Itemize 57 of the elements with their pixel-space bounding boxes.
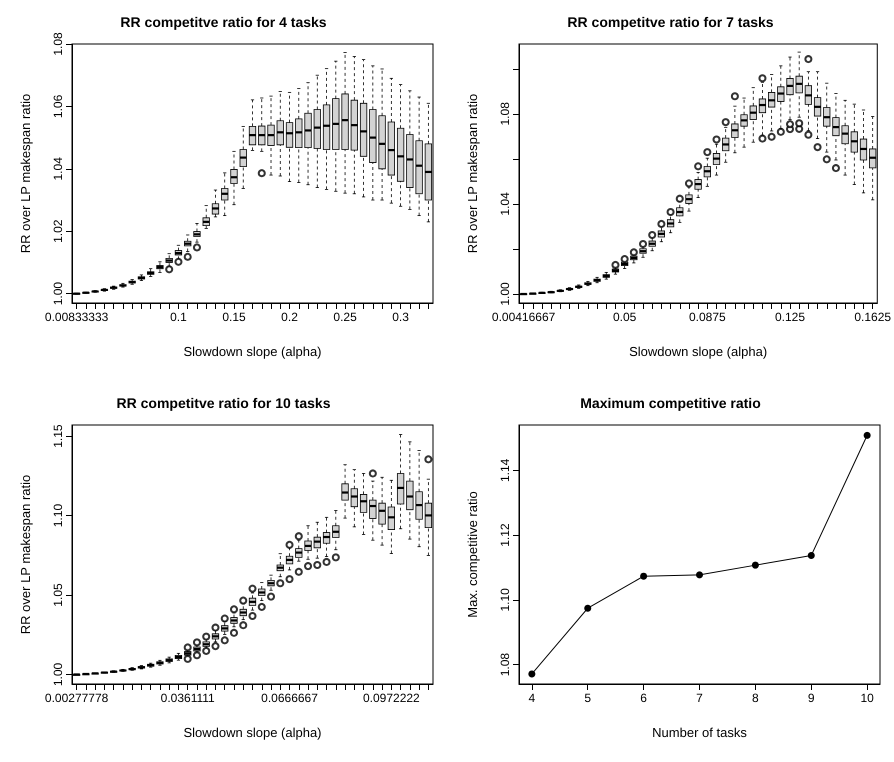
point xyxy=(808,552,815,559)
y-tick-label: 1.00 xyxy=(51,282,65,306)
x-tick-label: 4 xyxy=(528,691,536,705)
y-tick-label: 1.00 xyxy=(51,662,65,686)
chart-title: RR competitve ratio for 10 tasks xyxy=(116,395,331,411)
y-tick-label: 1.00 xyxy=(498,282,512,306)
y-tick-label: 1.08 xyxy=(498,652,512,676)
y-tick-label: 1.15 xyxy=(51,424,65,448)
point xyxy=(752,562,759,569)
x-tick-label: 0.3 xyxy=(392,310,410,324)
x-axis-title: Number of tasks xyxy=(652,725,748,740)
x-tick-label: 0.00416667 xyxy=(492,310,556,324)
x-tick-label: 0.15 xyxy=(222,310,246,324)
y-tick-label: 1.08 xyxy=(498,102,512,126)
x-axis-title: Slowdown slope (alpha) xyxy=(183,344,322,359)
x-tick-label: 0.1625 xyxy=(854,310,892,324)
x-axis-title: Slowdown slope (alpha) xyxy=(183,725,322,740)
chart-title: Maximum competitive ratio xyxy=(580,395,761,411)
x-tick-label: 0.0972222 xyxy=(362,691,420,705)
x-tick-label: 0.00277778 xyxy=(44,691,109,705)
point xyxy=(584,604,592,612)
point xyxy=(696,571,703,578)
x-tick-label: 6 xyxy=(640,691,648,705)
y-axis-title: RR over LP makespan ratio xyxy=(465,94,480,254)
x-tick-label: 0.25 xyxy=(333,310,358,324)
x-tick-label: 9 xyxy=(808,691,815,705)
x-tick-label: 7 xyxy=(696,691,704,705)
y-tick-label: 1.04 xyxy=(498,192,512,216)
y-tick-label: 1.08 xyxy=(51,32,65,56)
x-tick-label: 0.0666667 xyxy=(261,691,318,705)
y-axis-title: Max. competitive ratio xyxy=(465,491,480,618)
chart-title: RR competitve ratio for 7 tasks xyxy=(567,14,774,30)
point xyxy=(528,670,536,678)
x-tick-label: 0.00833333 xyxy=(44,310,109,324)
y-tick-label: 1.12 xyxy=(498,523,512,547)
x-tick-label: 5 xyxy=(584,691,592,705)
y-axis-title: RR over LP makespan ratio xyxy=(18,94,33,254)
x-axis-title: Slowdown slope (alpha) xyxy=(629,344,768,359)
x-tick-label: 10 xyxy=(860,691,874,705)
x-tick-label: 0.0361111 xyxy=(160,691,216,705)
x-tick-label: 0.0875 xyxy=(688,310,726,324)
point xyxy=(864,432,871,439)
y-tick-label: 1.14 xyxy=(498,458,512,482)
point xyxy=(640,572,648,580)
x-tick-label: 0.125 xyxy=(774,310,806,324)
y-tick-label: 1.05 xyxy=(51,583,65,607)
y-tick-label: 1.06 xyxy=(51,94,65,118)
x-tick-label: 0.2 xyxy=(281,310,298,324)
x-tick-label: 0.05 xyxy=(612,310,637,324)
x-tick-label: 0.1 xyxy=(170,310,188,324)
y-axis-title: RR over LP makespan ratio xyxy=(18,474,33,634)
y-tick-label: 1.02 xyxy=(51,219,65,243)
x-tick-label: 8 xyxy=(752,691,760,705)
y-tick-label: 1.04 xyxy=(51,156,65,180)
y-tick-label: 1.10 xyxy=(51,504,65,528)
y-tick-label: 1.10 xyxy=(498,588,512,612)
chart-title: RR competitve ratio for 4 tasks xyxy=(120,14,327,30)
